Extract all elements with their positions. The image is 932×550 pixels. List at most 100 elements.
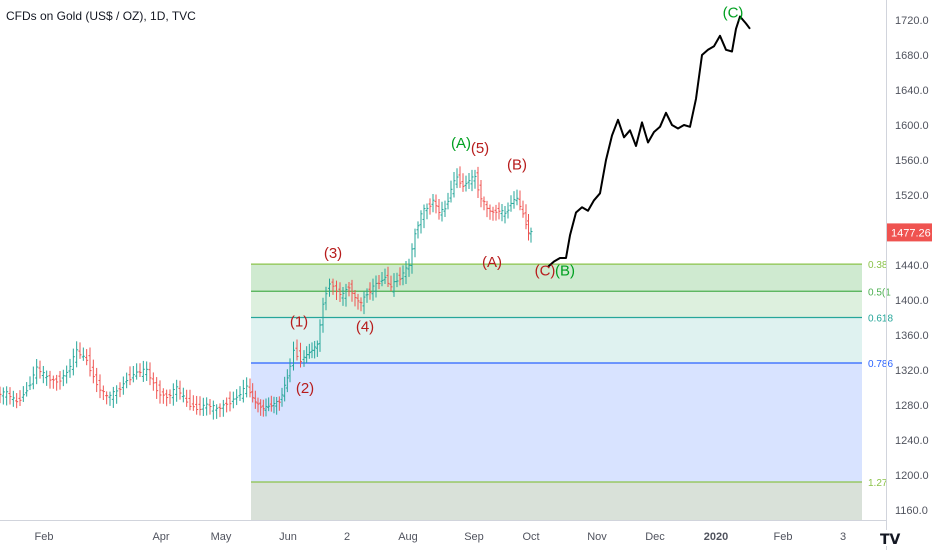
y-tick-label: 1720.0 xyxy=(895,15,929,27)
price-bar xyxy=(165,389,169,407)
price-bar xyxy=(171,383,175,406)
y-tick-label: 1560.0 xyxy=(895,155,929,167)
price-bar xyxy=(88,347,92,377)
price-bar xyxy=(458,166,462,188)
price-bar xyxy=(413,228,417,258)
price-bar xyxy=(31,366,35,390)
price-bar xyxy=(335,280,338,300)
last-price-badge: 1477.26 xyxy=(887,223,932,242)
tradingview-logo-text: TV xyxy=(880,532,901,548)
price-bar xyxy=(437,199,441,220)
wave-label-1[interactable]: (2) xyxy=(296,380,314,397)
price-bar xyxy=(521,200,525,218)
wave-label-10[interactable]: (C) xyxy=(723,4,744,21)
price-bar xyxy=(51,375,55,389)
price-bar xyxy=(277,396,281,411)
price-bar xyxy=(98,374,102,399)
fib-zone-0 xyxy=(251,264,862,292)
y-tick-label: 1600.0 xyxy=(895,120,929,132)
price-bar xyxy=(500,203,504,222)
price-bar xyxy=(321,297,325,333)
tradingview-logo[interactable]: TV xyxy=(878,530,901,548)
x-tick-label: May xyxy=(211,531,232,543)
wave-label-3[interactable]: (4) xyxy=(356,319,374,336)
price-bar xyxy=(488,204,492,220)
price-bar xyxy=(392,273,396,297)
price-bar xyxy=(261,399,265,417)
price-bar xyxy=(398,267,402,286)
price-bar xyxy=(178,380,182,400)
price-bar xyxy=(518,190,522,211)
price-bar xyxy=(168,389,172,404)
x-tick-label: Aug xyxy=(398,531,418,543)
price-bar xyxy=(524,204,528,230)
wave-label-4[interactable]: (A) xyxy=(451,135,471,152)
price-bar xyxy=(404,260,408,284)
x-tick-label: Oct xyxy=(522,531,539,543)
price-bar xyxy=(434,194,438,214)
price-bar xyxy=(15,393,19,409)
price-bar xyxy=(331,278,335,295)
price-bar xyxy=(527,214,530,241)
wave-label-0[interactable]: (1) xyxy=(290,313,308,330)
wave-label-9[interactable]: (B) xyxy=(555,263,575,280)
wave-label-6[interactable]: (B) xyxy=(507,157,527,174)
price-bar xyxy=(118,382,122,398)
price-bar xyxy=(18,390,22,406)
price-bar xyxy=(440,201,444,222)
price-bar xyxy=(377,274,381,290)
price-bar xyxy=(111,386,115,408)
price-bar xyxy=(228,391,232,412)
price-bar xyxy=(21,386,25,402)
fib-label-0: 0.38 xyxy=(868,260,888,271)
x-tick-label: Jun xyxy=(279,531,297,543)
x-tick-label: Sep xyxy=(464,531,484,543)
price-bar xyxy=(5,386,9,406)
price-bar xyxy=(338,282,342,302)
price-bar xyxy=(470,169,474,192)
price-bar xyxy=(198,396,202,416)
price-bar xyxy=(368,282,372,300)
price-bar xyxy=(362,291,366,315)
x-tick-label: Dec xyxy=(645,531,665,543)
fib-zone-3 xyxy=(251,363,862,482)
y-tick-label: 1520.0 xyxy=(895,190,929,202)
price-bar xyxy=(280,387,284,407)
price-bar xyxy=(211,400,215,420)
wave-label-5[interactable]: (5) xyxy=(471,140,489,157)
price-bar xyxy=(48,370,52,389)
fib-label-4: 1.27 xyxy=(868,478,888,489)
last-price-text: 1477.26 xyxy=(891,227,931,239)
price-bar xyxy=(91,359,95,384)
price-bar xyxy=(1,387,5,405)
price-bar xyxy=(264,398,268,417)
wave-label-2[interactable]: (3) xyxy=(324,245,342,262)
price-bar xyxy=(455,168,459,189)
price-bar xyxy=(267,397,271,412)
price-bar xyxy=(155,377,159,399)
wave-label-7[interactable]: (A) xyxy=(482,254,502,271)
price-bar xyxy=(446,192,450,210)
price-bar xyxy=(292,341,295,371)
price-bar xyxy=(71,348,75,376)
x-tick-label: Apr xyxy=(152,531,169,543)
wave-label-8[interactable]: (C) xyxy=(535,263,556,280)
price-bar xyxy=(141,360,145,382)
price-bar xyxy=(288,358,292,383)
price-bar xyxy=(395,272,399,288)
y-tick-label: 1200.0 xyxy=(895,470,929,482)
price-bar xyxy=(494,204,498,221)
price-bar xyxy=(145,361,149,381)
price-bar xyxy=(467,172,471,189)
price-bar xyxy=(324,286,328,311)
price-bar xyxy=(35,359,39,385)
price-bar xyxy=(0,386,2,404)
y-tick-label: 1160.0 xyxy=(895,505,928,517)
price-bar xyxy=(380,271,384,287)
price-bar xyxy=(25,382,29,397)
projection-path[interactable] xyxy=(547,15,751,268)
price-bar xyxy=(101,385,105,401)
price-bar xyxy=(328,278,331,297)
price-bar xyxy=(188,389,192,411)
